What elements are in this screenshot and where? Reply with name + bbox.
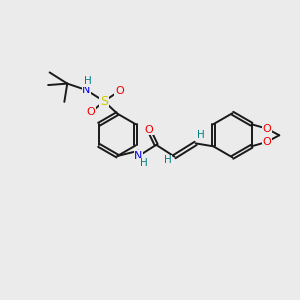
- Text: H: H: [197, 130, 205, 140]
- Text: H: H: [84, 76, 92, 86]
- Text: O: O: [86, 107, 95, 118]
- Text: N: N: [134, 151, 143, 161]
- Text: O: O: [262, 137, 271, 147]
- Text: H: H: [164, 155, 172, 165]
- Text: O: O: [115, 86, 124, 96]
- Text: H: H: [140, 158, 148, 168]
- Text: O: O: [262, 124, 271, 134]
- Text: O: O: [145, 124, 153, 134]
- Text: S: S: [100, 95, 108, 108]
- Text: N: N: [82, 85, 91, 95]
